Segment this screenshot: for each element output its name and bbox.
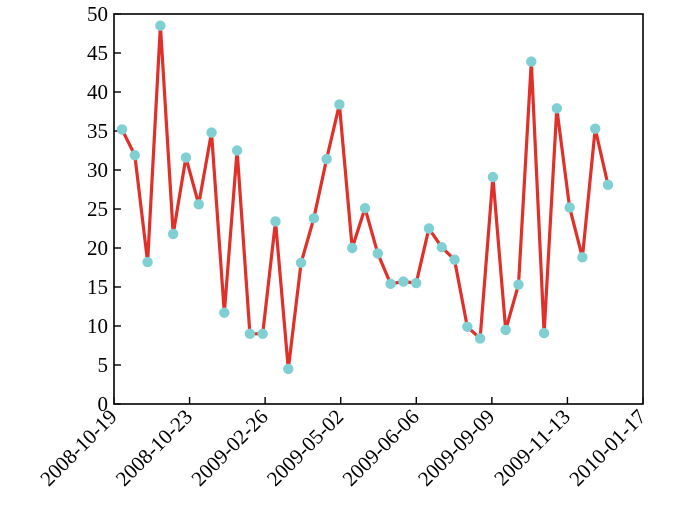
x-tick-label: 2009-06-06 — [338, 405, 424, 491]
x-tick-label: 2010-01-17 — [564, 405, 650, 491]
data-point — [270, 216, 281, 227]
data-point — [500, 324, 511, 336]
x-tick-label: 2008-10-23 — [111, 405, 197, 491]
x-tick-label: 2009-05-02 — [262, 405, 348, 491]
data-point — [129, 149, 140, 161]
y-tick-label: 40 — [87, 80, 108, 104]
y-tick-label: 20 — [87, 236, 108, 260]
data-point — [359, 203, 371, 214]
y-tick-label: 10 — [87, 314, 108, 338]
plot-frame — [113, 13, 644, 405]
data-point — [257, 328, 268, 339]
data-point — [436, 242, 447, 253]
y-tick-label: 35 — [87, 119, 108, 143]
y-axis: 0 5 10 15 20 25 30 35 40 45 50 — [87, 2, 121, 416]
data-point — [347, 242, 358, 254]
data-point — [590, 123, 601, 134]
series-line — [120, 24, 610, 371]
series-layer — [116, 20, 614, 375]
data-point — [231, 145, 243, 156]
data-point — [372, 248, 383, 259]
data-point — [385, 278, 396, 290]
data-point — [602, 179, 614, 191]
data-point — [487, 171, 499, 183]
data-point — [155, 20, 166, 31]
y-tick-label: 5 — [98, 353, 109, 377]
data-point — [283, 363, 294, 375]
data-point — [321, 153, 332, 165]
x-tick-label: 2008-10-19 — [35, 405, 121, 491]
data-point — [474, 333, 486, 344]
data-point — [295, 257, 307, 269]
data-point — [334, 99, 345, 110]
data-point — [526, 56, 537, 67]
data-point — [564, 202, 575, 213]
data-point — [219, 307, 230, 318]
data-point — [398, 276, 409, 287]
data-point — [423, 223, 435, 234]
x-tick-label: 2009-09-09 — [413, 405, 499, 491]
y-tick-label: 25 — [87, 197, 108, 221]
data-point — [551, 103, 563, 114]
data-point — [167, 228, 179, 240]
series-points — [116, 20, 614, 375]
data-point — [308, 213, 320, 224]
y-tick-label: 50 — [87, 2, 108, 26]
data-point — [116, 124, 128, 135]
data-point — [538, 327, 550, 339]
data-point — [513, 279, 524, 290]
data-point — [410, 277, 422, 289]
data-point — [206, 127, 217, 138]
data-point — [142, 256, 153, 268]
y-tick-label: 30 — [87, 158, 108, 182]
data-point — [462, 321, 473, 332]
y-tick-label: 0 — [98, 392, 109, 416]
data-point — [193, 199, 204, 210]
x-tick-label: 2009-11-13 — [489, 405, 575, 491]
y-tick-label: 45 — [87, 41, 108, 65]
data-point — [449, 254, 460, 265]
data-point — [244, 328, 256, 339]
chart-axes — [113, 13, 644, 405]
data-point — [180, 152, 192, 163]
x-axis: 2008-10-192008-10-232009-02-262009-05-02… — [35, 397, 651, 491]
data-point — [577, 252, 588, 263]
y-tick-label: 15 — [87, 275, 108, 299]
x-tick-label: 2009-02-26 — [186, 405, 272, 491]
